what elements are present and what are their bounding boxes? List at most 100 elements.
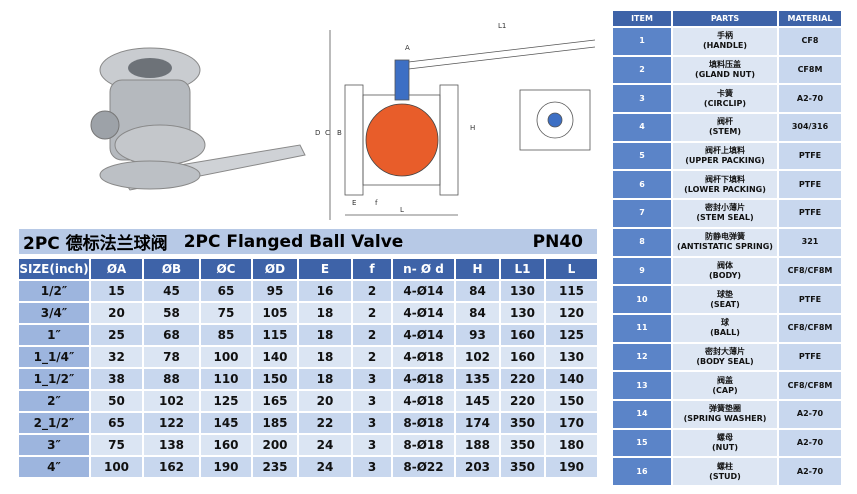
dim-cell: 102 [455,346,500,368]
part-cell: 阀杆下填料 (LOWER PACKING) [672,170,778,200]
cell-text: 102 [158,394,185,408]
dim-cell: 174 [455,412,500,434]
material-cell: CF8/CF8M [778,371,842,400]
dim-cell: 4″ [18,456,90,478]
dim-cell: 65 [200,280,252,302]
part-name-cn: 球 [721,318,729,328]
header-text: MATERIAL [787,13,833,23]
part-name-cn: 弹簧垫圈 [709,404,741,414]
item-cell: 8 [612,227,672,257]
header-text: ITEM [631,13,653,23]
part-name-cn: 阀杆下填料 [705,174,745,184]
dim-cell: 350 [500,456,545,478]
cell-text: 174 [464,416,491,430]
dim-cell: 138 [143,434,200,456]
part-cell: 阀杆上填料 (UPPER PACKING) [672,141,778,171]
dim-header-cell: ØC [200,258,252,280]
part-name-cn: 阀杆 [717,117,733,127]
part-name-en: (STUD) [709,471,741,481]
dim-cell: 145 [455,390,500,412]
dim-cell: 203 [455,456,500,478]
item-number: 7 [639,208,645,218]
dim-cell: 20 [298,390,352,412]
dim-label: B [337,129,342,137]
material-cell: 304/316 [778,113,842,142]
material-cell: PTFE [778,141,842,171]
cell-text: 32 [108,350,125,364]
dim-cell: 115 [252,324,298,346]
cell-text: 140 [262,350,288,364]
part-name-cn: 密封小薄片 [705,203,745,213]
dim-label: D [315,129,320,137]
dim-cell: 140 [545,368,598,390]
part-name-cn: 密封大薄片 [705,346,745,356]
material-cell: A2-70 [778,399,842,429]
item-number: 11 [636,323,648,333]
cell-text: 24 [316,438,334,452]
dim-cell: 45 [143,280,200,302]
item-number: 15 [636,437,648,447]
dim-cell: 84 [455,302,500,324]
part-cell: 球垫 (SEAT) [672,285,778,314]
parts-header-cell: PARTS [672,10,778,27]
dim-header-cell: n- Ø d [392,258,455,280]
dim-cell: 4-Ø18 [392,346,455,368]
dim-cell: 18 [298,368,352,390]
cell-text: 4″ [47,460,61,474]
header-text: L [567,262,576,276]
dim-cell: 102 [143,390,200,412]
dim-label: L [400,206,404,214]
material: CF8/CF8M [787,323,833,333]
part-cell: 阀体 (BODY) [672,256,778,286]
dim-cell: 130 [500,280,545,302]
dim-cell: 75 [90,434,143,456]
dim-label: E [352,199,356,207]
dim-header-cell: SIZE(inch) [18,258,90,280]
dim-cell: 3 [352,434,392,456]
dim-cell: 3 [352,412,392,434]
cell-text: 18 [316,372,334,386]
material-cell: CF8/CF8M [778,256,842,286]
dim-header-cell: ØB [143,258,200,280]
dim-cell: 235 [252,456,298,478]
material: A2-70 [796,437,824,447]
dim-cell: 160 [500,346,545,368]
item-cell: 14 [612,399,672,429]
cell-text: 25 [108,328,125,342]
cell-text: 75 [217,306,235,320]
cell-text: 84 [469,306,486,320]
dim-cell: 115 [545,280,598,302]
cell-text: 220 [509,372,536,386]
dim-cell: 100 [90,456,143,478]
cell-text: 68 [163,328,180,342]
cell-text: 58 [163,306,180,320]
cell-text: 122 [158,416,185,430]
dim-cell: 105 [252,302,298,324]
dim-cell: 122 [143,412,200,434]
dim-cell: 185 [252,412,298,434]
cell-text: 145 [213,416,239,430]
dim-cell: 2 [352,302,392,324]
part-name-en: (SPRING WASHER) [683,414,767,424]
part-cell: 密封小薄片 (STEM SEAL) [672,199,778,228]
material: 321 [801,237,819,247]
cell-text: 85 [217,328,235,342]
dim-cell: 165 [252,390,298,412]
cell-text: 2 [367,306,377,320]
cell-text: 4-Ø14 [403,306,444,320]
cell-text: 350 [509,438,536,452]
header-text: ØA [106,262,127,276]
cell-text: 190 [213,460,239,474]
dim-cell: 22 [298,412,352,434]
part-cell: 密封大薄片 (BODY SEAL) [672,342,778,372]
cell-text: 3 [367,372,377,386]
dim-cell: 188 [455,434,500,456]
part-name-cn: 阀盖 [717,375,733,385]
item-cell: 6 [612,170,672,200]
dim-cell: 145 [200,412,252,434]
cell-text: 350 [509,460,536,474]
dim-cell: 160 [200,434,252,456]
cell-text: 2″ [47,394,61,408]
cell-text: 22 [316,416,334,430]
